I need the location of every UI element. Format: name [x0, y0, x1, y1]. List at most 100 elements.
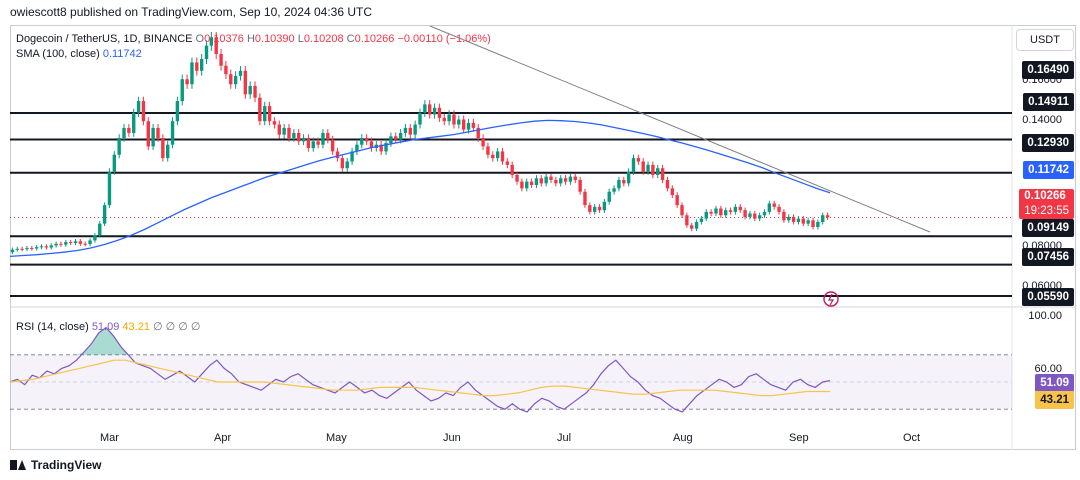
candle-body [170, 121, 175, 145]
sma-tag: 0.11742 [1023, 161, 1074, 179]
candle-body [636, 158, 641, 162]
candle-body [753, 213, 757, 219]
candle-body [277, 124, 281, 135]
candle-body [520, 181, 524, 189]
candle-body [719, 208, 723, 216]
candle-body [93, 235, 97, 241]
candle-body [685, 215, 689, 226]
month-label-oct: Oct [903, 432, 921, 444]
candle-body [782, 211, 786, 221]
rsi-axis-60: 60.00 [1034, 363, 1062, 375]
candle-body [330, 139, 335, 152]
candle-body [733, 206, 738, 212]
candle-body [549, 176, 553, 180]
rsi-ma-line [9, 359, 830, 397]
candle-body [583, 191, 587, 206]
candle-body [107, 171, 112, 206]
candle-body [132, 112, 136, 133]
candle-body [243, 70, 248, 95]
alert-icon [823, 291, 839, 307]
candle-body [165, 144, 170, 159]
candle-body [180, 79, 184, 102]
candle-body [34, 247, 39, 249]
candle-body [471, 122, 476, 128]
candle-body [423, 104, 427, 113]
candle-body [394, 136, 398, 140]
candle-body [20, 248, 24, 250]
candle-body [738, 206, 742, 211]
candle-body [452, 114, 456, 125]
symbol-legend: Dogecoin / TetherUS, 1D, BINANCE O0.1037… [16, 33, 491, 45]
candle-body [796, 218, 801, 222]
sma-value: 0.11742 [102, 48, 142, 60]
last-price-value: 0.10266 [1024, 190, 1066, 202]
trendline [429, 25, 931, 233]
month-label-jul: Jul [557, 432, 572, 444]
candle-body [723, 210, 728, 216]
candle-body [568, 176, 573, 182]
high-prefix: H [246, 33, 255, 45]
rsi-extra: ∅ ∅ ∅ ∅ [153, 321, 201, 333]
candle-body [772, 203, 776, 207]
candle-body [30, 247, 34, 249]
candle-body [229, 74, 233, 85]
candle-body [117, 137, 121, 155]
candle-body [437, 107, 442, 118]
low-prefix: L [297, 33, 304, 45]
candle-body [767, 203, 772, 212]
candle-body [811, 220, 815, 227]
candle-body [534, 178, 539, 186]
candle-body [806, 220, 810, 224]
candle-body [214, 37, 218, 55]
footer-brand[interactable]: TradingView [10, 458, 101, 472]
candle-body [510, 164, 514, 175]
candle-body [15, 248, 19, 250]
rsi-tag: 51.09 [1035, 374, 1074, 392]
candle-body [122, 127, 126, 138]
candle-body [112, 154, 117, 172]
candle-body [59, 243, 63, 245]
level-tag-0.09149: 0.09149 [1022, 219, 1074, 237]
symbol-title: Dogecoin / TetherUS, 1D, BINANCE [16, 33, 193, 45]
level-tag-0.14911: 0.14911 [1023, 93, 1074, 111]
candle-body [156, 127, 160, 138]
candle-body [398, 132, 403, 140]
candle-body [360, 137, 364, 145]
sma-line [9, 119, 831, 258]
candle-body [136, 101, 141, 113]
candle-body [801, 218, 806, 224]
candle-body [631, 158, 636, 172]
alert-icon-bolt [828, 293, 835, 306]
candle-body [495, 151, 500, 159]
candle-body [267, 106, 272, 122]
candle-body [355, 144, 359, 152]
candle-body [525, 181, 529, 189]
candle-body [626, 171, 631, 184]
candle-body [825, 215, 830, 218]
candle-body [656, 168, 660, 175]
candle-body [88, 240, 92, 245]
candle-body [408, 127, 412, 135]
level-tag-0.16490: 0.16490 [1022, 61, 1074, 79]
candle-body [481, 137, 485, 147]
candle-body [651, 164, 655, 175]
candle-body [505, 161, 510, 165]
rsi-value: 51.09 [91, 321, 120, 333]
candle-body [204, 45, 209, 60]
candle-body [442, 117, 446, 122]
candle-body [238, 70, 243, 76]
level-tag-0.05590: 0.05590 [1022, 288, 1074, 306]
candle-body [466, 122, 471, 130]
candle-body [350, 151, 354, 162]
candle-body [83, 243, 87, 245]
candle-body [335, 151, 340, 159]
currency-selector[interactable]: USDT [1016, 29, 1074, 51]
candle-body [73, 241, 78, 243]
candle-body [340, 158, 345, 169]
candle-body [10, 249, 15, 253]
sma-label: SMA (100, close) [16, 48, 100, 60]
candle-body [612, 188, 616, 192]
candle-body [787, 216, 791, 221]
candle-body [559, 178, 563, 184]
